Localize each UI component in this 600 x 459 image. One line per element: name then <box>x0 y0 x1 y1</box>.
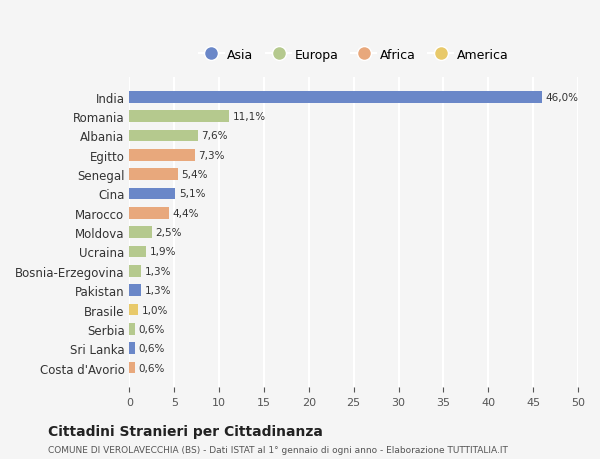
Bar <box>130 304 139 316</box>
Bar <box>130 188 175 200</box>
Text: Cittadini Stranieri per Cittadinanza: Cittadini Stranieri per Cittadinanza <box>48 425 323 438</box>
Legend: Asia, Europa, Africa, America: Asia, Europa, Africa, America <box>194 44 514 67</box>
Text: 7,3%: 7,3% <box>199 151 225 160</box>
Text: 1,0%: 1,0% <box>142 305 168 315</box>
Text: 11,1%: 11,1% <box>233 112 266 122</box>
Bar <box>130 362 135 374</box>
Bar <box>130 207 169 219</box>
Text: COMUNE DI VEROLAVECCHIA (BS) - Dati ISTAT al 1° gennaio di ogni anno - Elaborazi: COMUNE DI VEROLAVECCHIA (BS) - Dati ISTA… <box>48 445 508 454</box>
Bar <box>130 150 195 161</box>
Text: 7,6%: 7,6% <box>201 131 227 141</box>
Bar <box>130 169 178 180</box>
Bar <box>130 265 141 277</box>
Bar <box>130 323 135 335</box>
Bar <box>130 343 135 354</box>
Text: 1,3%: 1,3% <box>145 285 171 296</box>
Text: 5,4%: 5,4% <box>181 170 208 180</box>
Text: 0,6%: 0,6% <box>139 363 165 373</box>
Bar <box>130 246 146 257</box>
Bar <box>130 227 152 238</box>
Bar <box>130 130 197 142</box>
Bar <box>130 92 542 103</box>
Text: 5,1%: 5,1% <box>179 189 205 199</box>
Text: 1,9%: 1,9% <box>150 247 176 257</box>
Bar <box>130 111 229 123</box>
Text: 0,6%: 0,6% <box>139 343 165 353</box>
Text: 4,4%: 4,4% <box>172 208 199 218</box>
Bar <box>130 285 141 297</box>
Text: 1,3%: 1,3% <box>145 266 171 276</box>
Text: 2,5%: 2,5% <box>155 228 182 238</box>
Text: 46,0%: 46,0% <box>545 93 578 102</box>
Text: 0,6%: 0,6% <box>139 324 165 334</box>
